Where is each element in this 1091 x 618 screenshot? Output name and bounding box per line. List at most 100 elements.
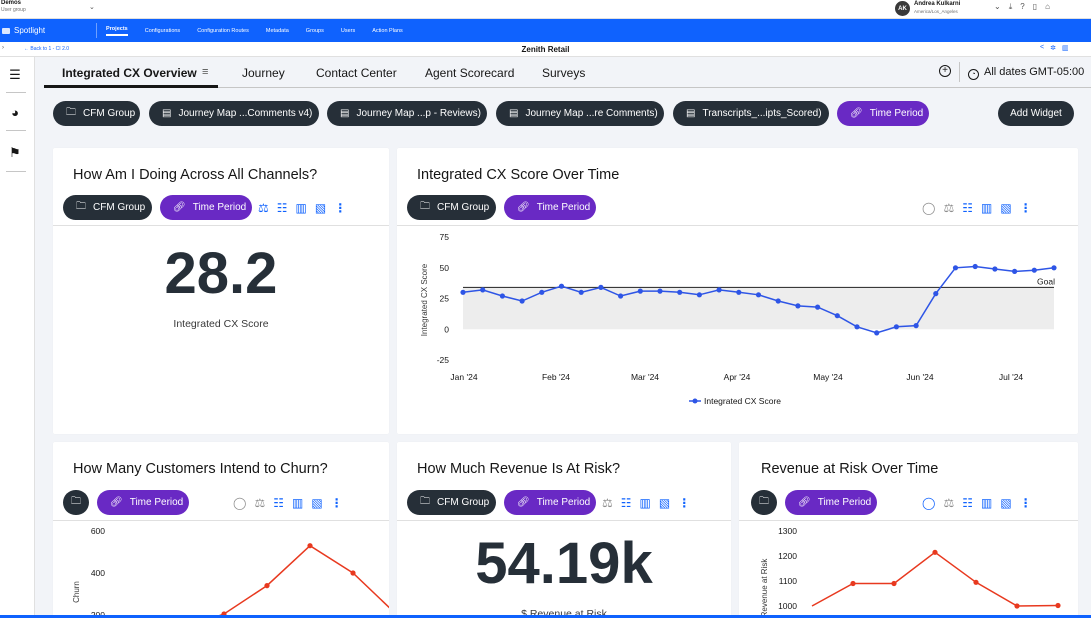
tab-agent-scorecard[interactable]: Agent Scorecard — [425, 66, 515, 80]
data-point — [736, 289, 742, 295]
filter-label: Time Period — [536, 497, 591, 508]
add-tab-icon[interactable]: + — [939, 65, 951, 77]
widget-filter-time-period[interactable]: 🔗︎ Time Period — [97, 490, 189, 515]
widget-filter-cfm-group[interactable]: 🗀 — [63, 490, 89, 515]
filter-journey-map-comments-v4[interactable]: ▤ Journey Map ...Comments v4) — [149, 101, 319, 126]
org-name: Demos — [1, 0, 22, 6]
widget-filter-cfm-group[interactable]: 🗀 CFM Group — [407, 490, 496, 515]
folder-icon: 🗀 — [759, 496, 769, 507]
chevron-down-icon[interactable]: ⌄ — [994, 2, 1001, 11]
filter-journey-map-store-comments[interactable]: ▤ Journey Map ...re Comments) — [496, 101, 664, 126]
document-icon: ▤ — [162, 108, 172, 119]
widget-filter-time-period[interactable]: 🔗︎ Time Period — [160, 195, 252, 220]
tab-contact-center[interactable]: Contact Center — [316, 66, 397, 80]
widget-filter-time-period[interactable]: 🔗︎ Time Period — [504, 490, 596, 515]
back-link[interactable]: ← Back to 1 - CI 2.0 — [24, 46, 70, 52]
bottom-edge — [0, 615, 1091, 618]
nav-item-users[interactable]: Users — [340, 27, 356, 34]
overflow-menu-icon[interactable]: ⋮ — [330, 496, 343, 510]
y-tick-label: 1300 — [778, 526, 797, 536]
comment-icon[interactable]: ◯ — [922, 496, 936, 510]
folder-icon: 🗀 — [420, 201, 430, 212]
filter-settings-icon[interactable]: ☷ — [273, 496, 284, 510]
bar-chart-icon[interactable]: ▥ — [291, 496, 304, 510]
avatar[interactable]: AK — [895, 1, 910, 16]
flag-icon[interactable]: ⚑ — [9, 145, 21, 160]
chevron-down-icon[interactable]: ⌄ — [89, 4, 95, 11]
help-icon[interactable]: ? — [1020, 2, 1025, 11]
download-icon[interactable]: ⤓ — [1008, 2, 1013, 11]
x-tick-label: Jul '24 — [999, 372, 1024, 382]
y-tick-label: 50 — [440, 263, 450, 273]
widget-filter-cfm-group[interactable]: 🗀 — [751, 490, 777, 515]
home-icon[interactable]: ⌂ — [1045, 2, 1050, 11]
list-icon[interactable]: ☰ — [9, 67, 21, 82]
scale-icon[interactable]: ⚖ — [258, 201, 269, 215]
data-point — [775, 298, 781, 304]
nav-item-configurations[interactable]: Configurations — [144, 27, 181, 34]
filter-settings-icon[interactable]: ☷ — [276, 201, 288, 215]
calendar-icon[interactable]: ▧ — [314, 201, 327, 215]
comment-icon[interactable]: ◯ — [233, 496, 247, 510]
nav-item-projects[interactable]: Projects — [106, 26, 128, 36]
widget-filter-time-period[interactable]: 🔗︎ Time Period — [785, 490, 877, 515]
org-switcher[interactable]: Demos User group — [1, 0, 26, 14]
tab-surveys[interactable]: Surveys — [542, 66, 586, 80]
filter-cfm-group[interactable]: 🗀 CFM Group — [53, 101, 140, 126]
data-point — [657, 288, 663, 294]
bar-chart-icon[interactable]: ▥ — [980, 496, 993, 510]
calendar-icon[interactable]: ▧ — [658, 496, 671, 510]
data-point — [598, 284, 604, 290]
date-filter[interactable]: ◔ All dates GMT-05:00 — [968, 66, 1084, 80]
nav-item-metadata[interactable]: Metadata — [265, 27, 289, 34]
filter-label: CFM Group — [83, 108, 136, 119]
target-icon[interactable]: ◕ — [11, 105, 19, 120]
bar-chart-icon[interactable]: ▥ — [980, 201, 993, 215]
tab-journey[interactable]: Journey — [242, 66, 285, 80]
filter-journey-map-reviews[interactable]: ▤ Journey Map ...p - Reviews) — [327, 101, 487, 126]
calendar-icon[interactable]: ▧ — [1000, 496, 1012, 510]
top-bar: Demos User group ⌄ AK Andrea Kulkarni Am… — [0, 0, 1091, 19]
menu-icon[interactable]: ≡ — [202, 66, 209, 78]
overflow-menu-icon[interactable]: ⋮ — [334, 201, 347, 215]
overflow-menu-icon[interactable]: ⋮ — [1019, 201, 1032, 215]
trash-icon[interactable]: ▥ — [1061, 45, 1069, 52]
data-point — [850, 580, 856, 587]
filter-settings-icon[interactable]: ☷ — [620, 496, 632, 510]
comment-icon[interactable]: ◯ — [922, 201, 936, 215]
bar-chart-icon[interactable]: ▥ — [295, 201, 307, 215]
data-point — [1055, 602, 1061, 609]
filter-settings-icon[interactable]: ☷ — [962, 201, 973, 215]
y-tick-label: 1000 — [778, 601, 797, 611]
main-nav: Spotlight Projects Configurations Config… — [0, 19, 1091, 42]
widget-churn: How Many Customers Intend to Churn? 🗀 🔗︎… — [53, 442, 389, 618]
document-icon[interactable]: ▯ — [1032, 2, 1038, 11]
add-widget-button[interactable]: Add Widget — [998, 101, 1074, 126]
filter-settings-icon[interactable]: ☷ — [962, 496, 973, 510]
widget-filter-cfm-group[interactable]: 🗀 CFM Group — [63, 195, 152, 220]
widget-filter-cfm-group[interactable]: 🗀 CFM Group — [407, 195, 496, 220]
user-info[interactable]: Andrea Kulkarni America/Los_Angeles — [914, 1, 960, 15]
chevron-right-icon[interactable]: › — [2, 45, 4, 51]
scale-icon[interactable]: ⚖ — [943, 201, 955, 215]
nav-item-action-plans[interactable]: Action Plans — [372, 27, 403, 34]
widget-filter-time-period[interactable]: 🔗︎ Time Period — [504, 195, 596, 220]
filter-label: Time Period — [129, 497, 184, 508]
scale-icon[interactable]: ⚖ — [602, 496, 613, 510]
share-icon[interactable]: < — [1040, 44, 1045, 51]
filter-time-period[interactable]: 🔗︎ Time Period — [837, 101, 929, 126]
nav-item-groups[interactable]: Groups — [305, 27, 324, 34]
scale-icon[interactable]: ⚖ — [943, 496, 955, 510]
overflow-menu-icon[interactable]: ⋮ — [678, 496, 691, 510]
overflow-menu-icon[interactable]: ⋮ — [1019, 496, 1032, 510]
brand[interactable]: Spotlight — [0, 19, 45, 42]
nav-item-configuration-routes[interactable]: Configuration Routes — [197, 27, 249, 34]
calendar-icon[interactable]: ▧ — [311, 496, 323, 510]
filter-transcripts-scored[interactable]: ▤ Transcripts_...ipts_Scored) — [673, 101, 829, 126]
tab-integrated-cx-overview[interactable]: Integrated CX Overview — [62, 66, 197, 80]
calendar-icon[interactable]: ▧ — [1000, 201, 1012, 215]
bar-chart-icon[interactable]: ▥ — [639, 496, 651, 510]
data-point — [992, 266, 998, 272]
gear-icon[interactable]: ✲ — [1050, 45, 1056, 52]
scale-icon[interactable]: ⚖ — [254, 496, 266, 510]
